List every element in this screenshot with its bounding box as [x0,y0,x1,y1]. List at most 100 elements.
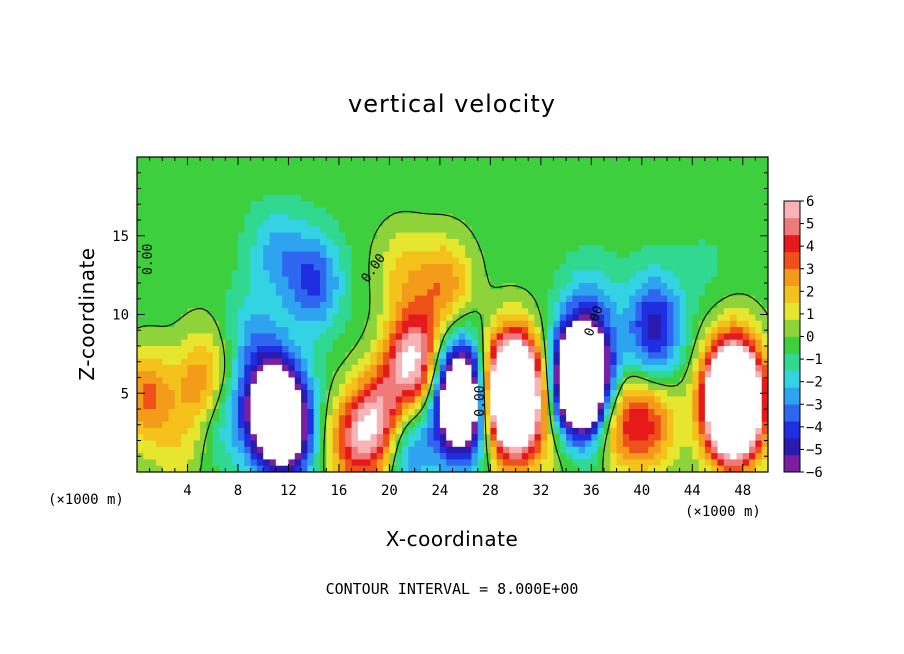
heatmap-cell [616,434,624,442]
heatmap-cell [717,459,725,467]
heatmap-cell [717,383,725,391]
heatmap-cell [458,251,466,259]
heatmap-cell [585,352,592,360]
heatmap-cell [641,383,649,391]
heatmap-cell [244,465,252,472]
heatmap-cell [256,175,264,183]
heatmap-cell [143,163,151,171]
heatmap-cell [673,320,681,328]
heatmap-cell [446,396,454,404]
heatmap-cell [502,320,510,328]
heatmap-cell [711,157,719,164]
heatmap-cell [193,257,201,265]
heatmap-cell [521,390,529,397]
heatmap-cell [648,409,656,416]
heatmap-cell [521,213,529,221]
heatmap-cell [250,238,258,246]
heatmap-cell [402,220,409,227]
heatmap-cell [553,232,561,240]
heatmap-cell [282,339,290,347]
heatmap-cell [534,226,542,234]
heatmap-cell [446,245,454,253]
heatmap-cell [749,339,756,347]
heatmap-cell [193,346,201,353]
heatmap-cell [288,194,296,202]
heatmap-cell [515,157,523,164]
heatmap-cell [730,434,738,442]
heatmap-cell [294,201,302,208]
heatmap-cell [509,346,517,353]
heatmap-cell [616,383,624,391]
heatmap-cell [174,289,182,297]
heatmap-cell [193,314,201,322]
heatmap-cell [181,396,189,404]
heatmap-cell [704,434,712,442]
heatmap-cell [200,169,208,177]
heatmap-cell [294,264,302,271]
heatmap-cell [736,421,744,429]
heatmap-cell [420,383,428,391]
heatmap-cell [168,194,176,202]
heatmap-cell [420,201,428,208]
heatmap-cell [439,175,447,183]
heatmap-cell [723,270,731,278]
heatmap-cell [244,339,252,347]
heatmap-cell [383,346,390,353]
heatmap-cell [730,194,738,202]
heatmap-cell [256,220,264,227]
heatmap-cell [635,371,643,379]
heatmap-cell [193,415,201,423]
heatmap-cell [490,276,498,284]
heatmap-cell [231,371,239,379]
heatmap-cell [263,157,271,164]
heatmap-cell [275,220,283,227]
heatmap-cell [692,301,700,309]
heatmap-cell [471,314,479,322]
heatmap-cell [326,409,334,416]
heatmap-cell [345,314,353,322]
heatmap-cell [452,220,460,227]
heatmap-cell [648,446,656,454]
heatmap-cell [269,421,277,429]
heatmap-cell [547,220,555,227]
heatmap-cell [250,175,258,183]
heatmap-cell [692,339,700,347]
heatmap-cell [383,157,390,164]
heatmap-cell [338,245,346,253]
heatmap-cell [458,289,466,297]
heatmap-cell [275,169,283,177]
heatmap-cell [540,283,548,290]
heatmap-cell [307,333,315,341]
heatmap-cell [408,257,416,265]
heatmap-cell [603,459,611,467]
heatmap-cell [717,402,725,410]
heatmap-cell [370,188,378,196]
heatmap-cell [692,314,700,322]
heatmap-cell [515,390,523,397]
heatmap-cell [200,440,208,448]
heatmap-cell [326,346,334,353]
heatmap-cell [313,346,321,353]
heatmap-cell [502,440,510,448]
heatmap-cell [490,459,498,467]
heatmap-cell [212,465,220,472]
heatmap-cell [402,213,409,221]
heatmap-cell [181,308,189,316]
heatmap-cell [610,320,618,328]
heatmap-cell [572,352,580,360]
heatmap-cell [679,465,687,472]
heatmap-cell [162,283,170,290]
heatmap-cell [402,194,409,202]
heatmap-cell [269,163,277,171]
heatmap-cell [465,270,473,278]
heatmap-cell [420,440,428,448]
heatmap-cell [256,257,264,265]
heatmap-cell [383,453,390,460]
heatmap-cell [717,276,725,284]
heatmap-cell [389,251,397,259]
heatmap-cell [692,264,700,271]
heatmap-cell [591,339,599,347]
heatmap-cell [692,188,700,196]
heatmap-cell [313,245,321,253]
heatmap-cell [730,339,738,347]
